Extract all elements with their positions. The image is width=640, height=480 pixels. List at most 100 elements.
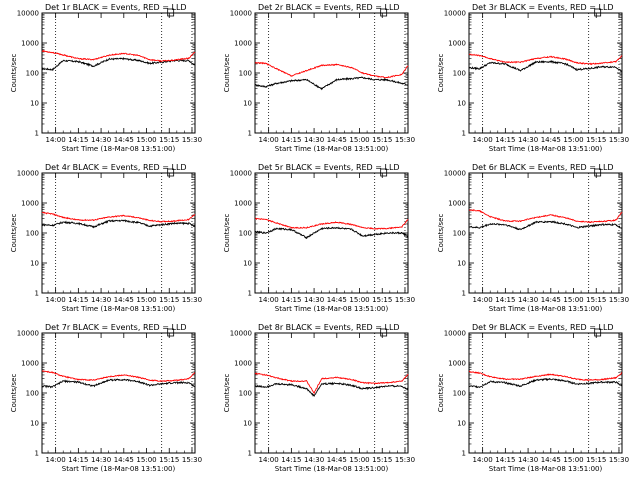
plot-frame — [41, 172, 196, 294]
x-tick-label: 14:30 — [304, 136, 324, 144]
x-tick-label: 15:00 — [136, 136, 156, 144]
plot-frame — [41, 12, 196, 134]
x-tick-label: 14:15 — [495, 456, 515, 464]
y-tick-label: 10000 — [17, 10, 39, 18]
detector-panel-1: Det 1r BLACK = Events, RED = LLD 1 10 100 10… — [0, 0, 213, 160]
lld-series-line — [468, 53, 623, 66]
plot-frame — [468, 12, 623, 134]
x-tick-label: 15:00 — [136, 296, 156, 304]
y-tick-label: 100 — [26, 70, 39, 78]
detector-panel-3: Det 3r BLACK = Events, RED = LLD 1 10 100 10… — [427, 0, 640, 160]
detector-panel-2-svg: Det 2r BLACK = Events, RED = LLD 1 10 100 10… — [223, 3, 415, 153]
y-tick-label: 1000 — [235, 360, 253, 368]
lld-series-line — [468, 370, 622, 381]
detector-panel-3-svg: Det 3r BLACK = Events, RED = LLD 1 10 100 10… — [437, 3, 629, 153]
x-tick-label: 15:30 — [182, 136, 202, 144]
lld-series-line — [41, 49, 196, 63]
y-tick-label: 1000 — [235, 40, 253, 48]
x-tick-label: 15:30 — [609, 136, 629, 144]
x-axis-label: Start Time (18-Mar-08 13:51:00) — [275, 465, 389, 473]
y-tick-label: 1000 — [21, 40, 39, 48]
y-axis-label: Counts/sec — [223, 214, 231, 253]
y-axis-label: Counts/sec — [223, 374, 231, 413]
x-axis-label: Start Time (18-Mar-08 13:51:00) — [488, 145, 602, 153]
x-tick-label: 14:00 — [472, 456, 492, 464]
y-tick-label: 10 — [30, 260, 39, 268]
x-tick-label: 15:00 — [136, 456, 156, 464]
x-tick-label: 15:00 — [350, 136, 370, 144]
x-tick-label: 14:45 — [114, 136, 134, 144]
y-tick-label: 10 — [30, 420, 39, 428]
y-tick-label: 100 — [26, 230, 39, 238]
x-axis-label: Start Time (18-Mar-08 13:51:00) — [275, 145, 389, 153]
panel-title: Det 5r BLACK = Events, RED = LLD — [258, 163, 400, 172]
panel-title: Det 3r BLACK = Events, RED = LLD — [472, 3, 614, 12]
detector-panel-9: Det 9r BLACK = Events, RED = LLD 1 10 100 10… — [427, 320, 640, 480]
y-tick-label: 10 — [457, 260, 466, 268]
lld-series-line — [41, 211, 196, 223]
x-tick-label: 15:00 — [350, 296, 370, 304]
panel-title: Det 1r BLACK = Events, RED = LLD — [45, 3, 187, 12]
panel-title: Det 8r BLACK = Events, RED = LLD — [258, 323, 400, 332]
x-tick-label: 15:00 — [563, 136, 583, 144]
events-series-line — [41, 219, 196, 229]
x-tick-label: 14:45 — [114, 296, 134, 304]
y-tick-label: 1 — [248, 290, 252, 298]
detector-panel-8: Det 8r BLACK = Events, RED = LLD 1 10 100 10… — [213, 320, 426, 480]
y-tick-label: 100 — [452, 70, 465, 78]
x-tick-label: 14:15 — [282, 296, 302, 304]
x-tick-label: 14:15 — [68, 296, 88, 304]
x-tick-label: 14:30 — [91, 296, 111, 304]
x-tick-label: 14:30 — [91, 136, 111, 144]
x-tick-label: 15:00 — [350, 456, 370, 464]
detector-panel-1-svg: Det 1r BLACK = Events, RED = LLD 1 10 100 10… — [10, 3, 202, 153]
y-tick-label: 1000 — [21, 360, 39, 368]
y-tick-label: 100 — [239, 70, 252, 78]
y-tick-label: 1000 — [235, 200, 253, 208]
plot-frame — [468, 172, 623, 294]
detector-panel-7: Det 7r BLACK = Events, RED = LLD 1 10 100 10… — [0, 320, 213, 480]
y-tick-label: 10000 — [230, 170, 252, 178]
y-tick-label: 100 — [26, 390, 39, 398]
x-axis-label: Start Time (18-Mar-08 13:51:00) — [488, 465, 602, 473]
x-tick-label: 14:30 — [518, 136, 538, 144]
y-tick-label: 1 — [35, 130, 39, 138]
y-tick-label: 10000 — [17, 330, 39, 338]
detector-panel-8-svg: Det 8r BLACK = Events, RED = LLD 1 10 100 10… — [223, 323, 415, 473]
events-series-line — [255, 381, 409, 397]
y-tick-label: 1 — [461, 290, 465, 298]
detector-panel-6-svg: Det 6r BLACK = Events, RED = LLD 1 10 100 10… — [437, 163, 629, 313]
events-series-line — [254, 76, 409, 91]
y-tick-label: 100 — [239, 230, 252, 238]
plot-frame — [254, 12, 409, 134]
y-tick-label: 10 — [243, 100, 252, 108]
y-axis-label: Counts/sec — [437, 214, 445, 253]
y-tick-label: 10 — [457, 100, 466, 108]
x-tick-label: 15:30 — [395, 296, 415, 304]
detector-panel-4: Det 4r BLACK = Events, RED = LLD 1 10 100 10… — [0, 160, 213, 320]
detector-panel-2: Det 2r BLACK = Events, RED = LLD 1 10 100 10… — [213, 0, 426, 160]
panel-title: Det 4r BLACK = Events, RED = LLD — [45, 163, 187, 172]
detector-panel-5: Det 5r BLACK = Events, RED = LLD 1 10 100 10… — [213, 160, 426, 320]
x-tick-label: 14:45 — [327, 456, 347, 464]
x-tick-label: 14:00 — [46, 136, 66, 144]
y-tick-label: 10000 — [443, 10, 465, 18]
x-tick-label: 14:45 — [540, 296, 560, 304]
y-tick-label: 10000 — [17, 170, 39, 178]
y-tick-label: 1000 — [21, 200, 39, 208]
y-tick-label: 10000 — [230, 10, 252, 18]
detector-panel-9-svg: Det 9r BLACK = Events, RED = LLD 1 10 100 10… — [437, 323, 629, 473]
x-tick-label: 14:15 — [282, 456, 302, 464]
x-tick-label: 15:15 — [586, 136, 606, 144]
x-tick-label: 15:30 — [609, 456, 629, 464]
events-series-line — [255, 226, 409, 240]
x-tick-label: 14:30 — [91, 456, 111, 464]
y-tick-label: 10000 — [443, 170, 465, 178]
y-tick-label: 100 — [452, 230, 465, 238]
lld-series-line — [255, 217, 409, 230]
lld-series-line — [255, 61, 409, 79]
x-tick-label: 15:15 — [372, 136, 392, 144]
x-tick-label: 15:00 — [563, 296, 583, 304]
y-axis-label: Counts/sec — [437, 374, 445, 413]
